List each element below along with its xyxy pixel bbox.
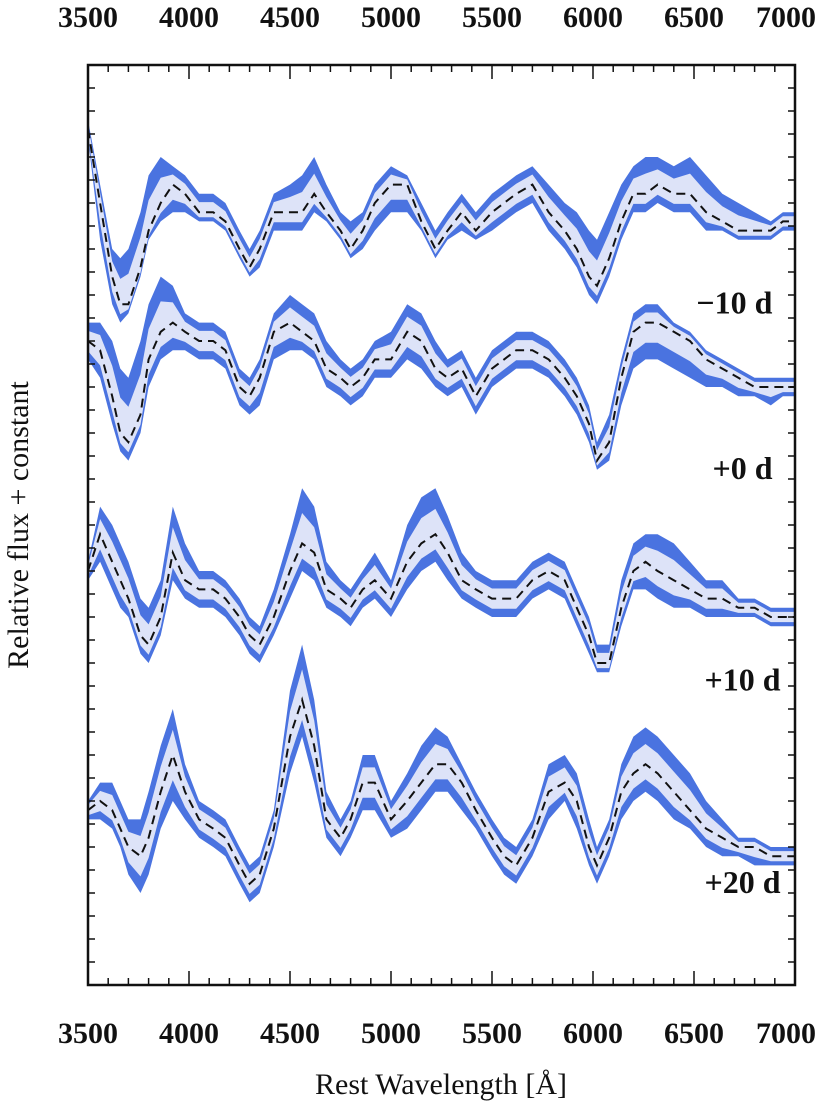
series-3 bbox=[87, 488, 795, 673]
series-band-inner bbox=[88, 301, 795, 466]
x-tick-label-bottom: 7000 bbox=[756, 1017, 816, 1050]
epoch-label: +10 d bbox=[704, 662, 780, 698]
epoch-label: −10 d bbox=[696, 284, 772, 320]
y-axis-label: Relative flux + constant bbox=[2, 380, 35, 668]
x-tick-label-top: 3500 bbox=[58, 1, 118, 34]
series-band-inner bbox=[88, 669, 795, 894]
series-1 bbox=[87, 120, 795, 323]
series-2 bbox=[87, 276, 795, 470]
series-band-outer bbox=[88, 120, 795, 323]
bottom-tick-labels: 3500 4000 4500 5000 5500 6000 6500 7000 bbox=[58, 1017, 816, 1050]
series-mean-line bbox=[87, 129, 795, 306]
x-tick-label-bottom: 5000 bbox=[361, 1017, 421, 1050]
series-band-inner bbox=[88, 124, 795, 315]
series-layer bbox=[87, 120, 795, 903]
series-mean-line bbox=[87, 321, 795, 464]
top-tick-labels: 3500 4000 4500 5000 5500 6000 6500 7000 bbox=[58, 1, 816, 34]
x-tick-label-bottom: 5500 bbox=[462, 1017, 522, 1050]
epoch-labels: −10 d +0 d +10 d +20 d bbox=[696, 284, 780, 900]
series-mean-line bbox=[87, 696, 795, 886]
epoch-label: +20 d bbox=[704, 864, 780, 900]
x-tick-label-top: 5000 bbox=[361, 1, 421, 34]
x-tick-label-bottom: 3500 bbox=[58, 1017, 118, 1050]
epoch-label: +0 d bbox=[712, 450, 772, 486]
x-tick-label-bottom: 4000 bbox=[159, 1017, 219, 1050]
x-tick-label-top: 7000 bbox=[756, 1, 816, 34]
series-band-inner bbox=[88, 508, 795, 669]
x-tick-label-top: 4500 bbox=[260, 1, 320, 34]
series-mean-line bbox=[87, 531, 795, 664]
x-tick-label-bottom: 6500 bbox=[664, 1017, 724, 1050]
x-tick-label-top: 4000 bbox=[159, 1, 219, 34]
x-tick-label-bottom: 4500 bbox=[260, 1017, 320, 1050]
series-4 bbox=[87, 644, 795, 903]
x-tick-label-bottom: 6000 bbox=[563, 1017, 623, 1050]
x-tick-label-top: 6500 bbox=[664, 1, 724, 34]
x-tick-label-top: 5500 bbox=[462, 1, 522, 34]
tick-layer bbox=[87, 64, 796, 986]
x-tick-label-top: 6000 bbox=[563, 1, 623, 34]
x-axis-label: Rest Wavelength [Å] bbox=[315, 1068, 567, 1101]
